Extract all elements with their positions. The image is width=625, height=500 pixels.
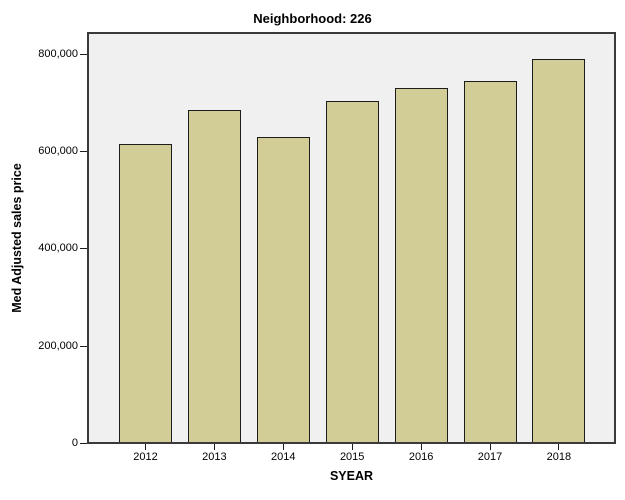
bar-2015	[325, 101, 379, 442]
x-tick-label-2013: 2013	[202, 451, 227, 463]
plot-area	[87, 32, 616, 444]
y-tick-mark	[80, 346, 87, 347]
chart-title: Neighborhood: 226	[253, 11, 372, 26]
x-tick-label-2014: 2014	[271, 451, 296, 463]
bar-2018	[532, 59, 586, 442]
y-tick-label: 200,000	[38, 340, 78, 352]
y-tick-label: 0	[71, 437, 78, 449]
bar-2017	[463, 81, 517, 442]
x-tick-mark	[420, 444, 422, 450]
x-axis-title: SYEAR	[329, 469, 374, 483]
y-tick-mark	[80, 248, 87, 249]
x-tick-label-2015: 2015	[339, 451, 365, 463]
y-tick-mark	[80, 54, 87, 55]
x-tick-label-2017: 2017	[477, 451, 503, 463]
y-tick-label: 800,000	[38, 48, 78, 60]
x-tick-mark	[213, 444, 215, 450]
bar-2012	[119, 144, 172, 442]
x-tick-mark	[351, 444, 353, 450]
x-tick-label-2018: 2018	[546, 451, 572, 463]
bar-2016	[394, 88, 448, 442]
x-tick-label-2016: 2016	[408, 451, 434, 463]
bar-2013	[187, 110, 241, 442]
bar-2014	[256, 137, 310, 442]
x-tick-mark	[489, 444, 491, 450]
x-tick-mark	[282, 444, 284, 450]
y-tick-mark	[80, 151, 87, 152]
y-axis-title: Med Adjusted sales price	[10, 163, 24, 313]
x-tick-label-2012: 2012	[133, 451, 158, 463]
x-tick-mark	[558, 444, 560, 450]
y-tick-mark	[80, 443, 87, 444]
y-tick-label: 400,000	[38, 242, 78, 254]
y-tick-label: 600,000	[38, 145, 78, 157]
x-tick-mark	[145, 444, 146, 450]
